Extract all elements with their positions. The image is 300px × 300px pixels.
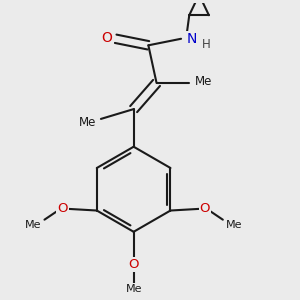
- Text: O: O: [57, 202, 68, 215]
- Text: Me: Me: [195, 75, 213, 88]
- Text: O: O: [128, 258, 139, 271]
- Text: Me: Me: [79, 116, 96, 129]
- Text: Me: Me: [226, 220, 243, 230]
- Text: Me: Me: [125, 284, 142, 294]
- Text: O: O: [200, 202, 210, 215]
- Text: Me: Me: [24, 220, 41, 230]
- Text: N: N: [186, 32, 197, 46]
- Text: O: O: [102, 31, 112, 45]
- Text: H: H: [202, 38, 211, 51]
